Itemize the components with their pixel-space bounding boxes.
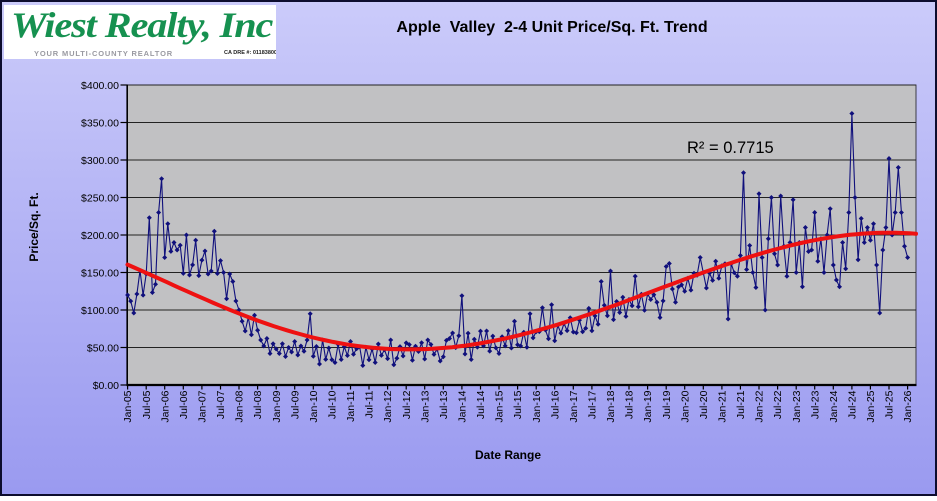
svg-text:Jan-21: Jan-21: [717, 390, 729, 422]
svg-text:Jul-17: Jul-17: [587, 390, 599, 419]
svg-text:Jan-15: Jan-15: [494, 390, 506, 422]
svg-text:Jul-18: Jul-18: [624, 390, 636, 419]
svg-text:Jul-21: Jul-21: [735, 390, 747, 419]
svg-text:Jan-17: Jan-17: [568, 390, 580, 422]
svg-text:Jul-19: Jul-19: [661, 390, 673, 419]
svg-text:Jul-11: Jul-11: [364, 390, 376, 418]
svg-text:Jul-05: Jul-05: [141, 390, 153, 419]
svg-text:$350.00: $350.00: [81, 117, 119, 129]
svg-text:Jul-06: Jul-06: [178, 390, 190, 419]
svg-text:Jan-11: Jan-11: [345, 390, 357, 421]
svg-text:Jan-05: Jan-05: [122, 390, 134, 422]
svg-text:Jul-13: Jul-13: [438, 390, 450, 419]
svg-text:Jan-16: Jan-16: [531, 390, 543, 422]
svg-text:Jul-16: Jul-16: [549, 390, 561, 419]
svg-text:Jan-08: Jan-08: [234, 390, 246, 422]
svg-text:Jan-22: Jan-22: [754, 390, 766, 422]
svg-text:Jul-20: Jul-20: [698, 390, 710, 419]
svg-text:Jul-25: Jul-25: [884, 390, 896, 419]
svg-text:Jul-09: Jul-09: [289, 390, 301, 419]
svg-text:$50.00: $50.00: [87, 342, 119, 354]
svg-text:Jul-10: Jul-10: [327, 390, 339, 419]
svg-text:Jul-23: Jul-23: [809, 390, 821, 419]
svg-text:Jan-25: Jan-25: [865, 390, 877, 422]
svg-text:R² = 0.7715: R² = 0.7715: [687, 139, 774, 157]
svg-text:Jul-07: Jul-07: [215, 390, 227, 419]
svg-text:$150.00: $150.00: [81, 267, 119, 279]
svg-text:Jan-13: Jan-13: [419, 390, 431, 422]
svg-text:$400.00: $400.00: [81, 80, 119, 92]
svg-text:$100.00: $100.00: [81, 305, 119, 317]
svg-text:Jan-07: Jan-07: [197, 390, 209, 422]
svg-text:Jan-26: Jan-26: [902, 390, 914, 422]
svg-text:Jan-09: Jan-09: [271, 390, 283, 422]
svg-text:Jul-08: Jul-08: [252, 390, 264, 419]
svg-text:Jul-12: Jul-12: [401, 390, 413, 419]
svg-text:$300.00: $300.00: [81, 155, 119, 167]
svg-text:Jan-14: Jan-14: [457, 390, 469, 422]
svg-text:$200.00: $200.00: [81, 230, 119, 242]
svg-text:Price/Sq. Ft.: Price/Sq. Ft.: [27, 192, 41, 261]
svg-text:Date Range: Date Range: [475, 448, 541, 462]
svg-text:$0.00: $0.00: [93, 380, 119, 392]
svg-text:Jul-15: Jul-15: [512, 390, 524, 419]
svg-text:Jan-18: Jan-18: [605, 390, 617, 422]
svg-text:Jan-24: Jan-24: [828, 390, 840, 422]
svg-text:Jul-22: Jul-22: [772, 390, 784, 419]
svg-text:Jan-06: Jan-06: [159, 390, 171, 422]
svg-text:Jan-23: Jan-23: [791, 390, 803, 422]
svg-text:Jan-20: Jan-20: [679, 390, 691, 422]
svg-text:$250.00: $250.00: [81, 192, 119, 204]
svg-text:Jan-12: Jan-12: [382, 390, 394, 422]
svg-text:Jul-14: Jul-14: [475, 390, 487, 419]
svg-text:Jan-19: Jan-19: [642, 390, 654, 422]
svg-text:Jul-24: Jul-24: [847, 390, 859, 419]
svg-text:Jan-10: Jan-10: [308, 390, 320, 422]
